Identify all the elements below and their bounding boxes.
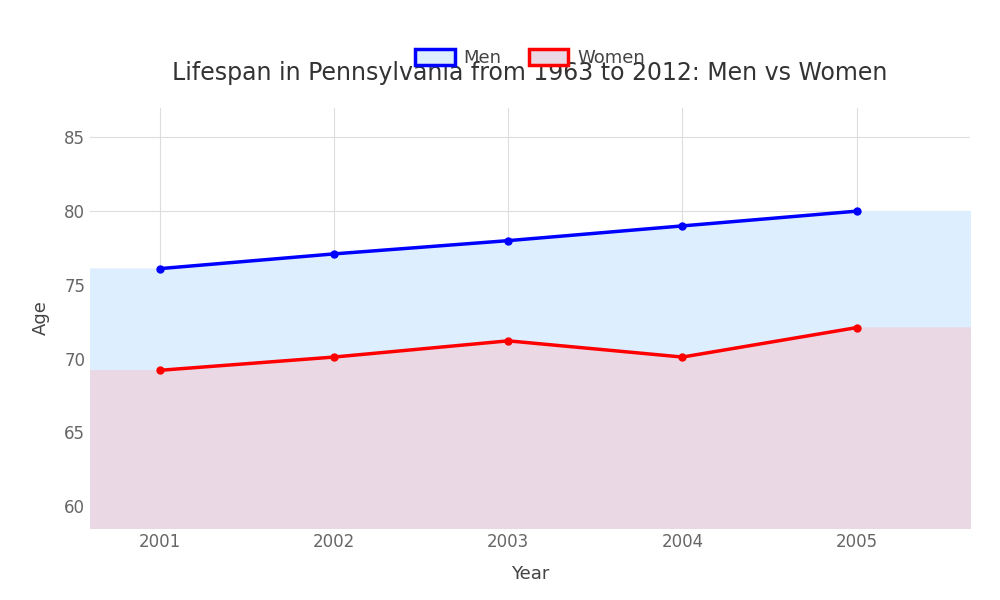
Title: Lifespan in Pennsylvania from 1963 to 2012: Men vs Women: Lifespan in Pennsylvania from 1963 to 20…	[172, 61, 888, 85]
Y-axis label: Age: Age	[32, 301, 50, 335]
X-axis label: Year: Year	[511, 565, 549, 583]
Legend: Men, Women: Men, Women	[408, 41, 652, 74]
